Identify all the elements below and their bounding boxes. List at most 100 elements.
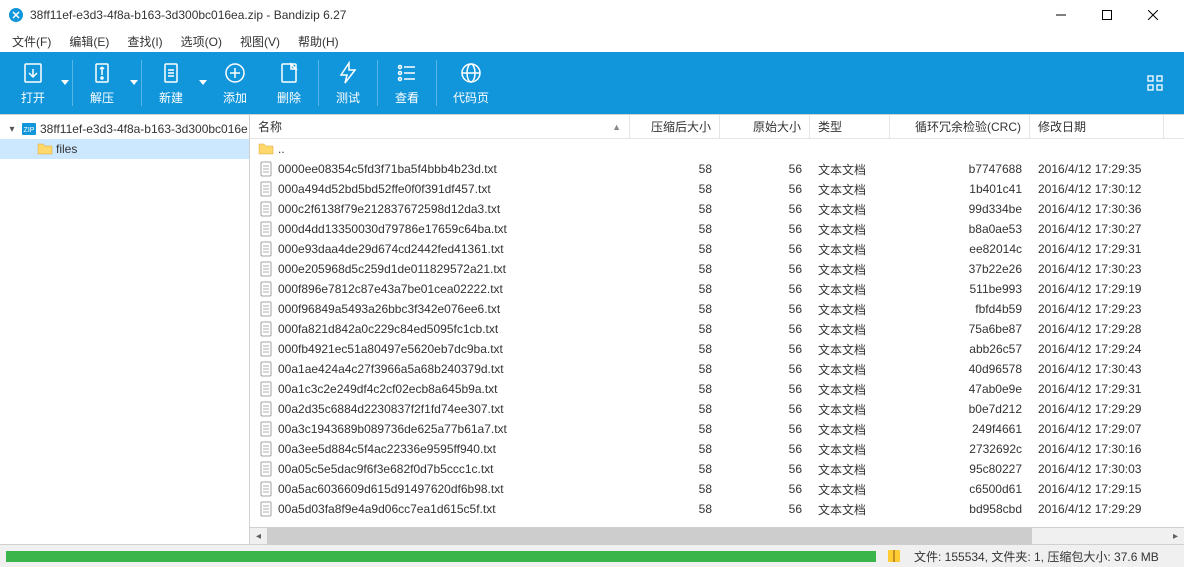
grid-view-button[interactable] xyxy=(1140,68,1170,98)
file-row[interactable]: 00a2d35c6884d2230837f2f1fd74ee307.txt585… xyxy=(250,399,1184,419)
file-crc: 1b401c41 xyxy=(890,182,1030,196)
text-file-icon xyxy=(258,161,274,177)
file-crc: fbfd4b59 xyxy=(890,302,1030,316)
file-crc: 40d96578 xyxy=(890,362,1030,376)
text-file-icon xyxy=(258,321,274,337)
title-bar: 38ff11ef-e3d3-4f8a-b163-3d300bc016ea.zip… xyxy=(0,0,1184,30)
menu-view[interactable]: 视图(V) xyxy=(232,31,288,52)
menu-options[interactable]: 选项(O) xyxy=(173,31,230,52)
file-compressed-size: 58 xyxy=(630,302,720,316)
file-original-size: 56 xyxy=(720,162,810,176)
file-date: 2016/4/12 17:29:23 xyxy=(1030,302,1164,316)
delete-button[interactable]: 删除 xyxy=(262,52,316,114)
header-compressed-size[interactable]: 压缩后大小 xyxy=(630,115,720,138)
file-row[interactable]: 000d4dd13350030d79786e17659c64ba.txt5856… xyxy=(250,219,1184,239)
codepage-button[interactable]: 代码页 xyxy=(439,52,503,114)
file-crc: c6500d61 xyxy=(890,482,1030,496)
file-row[interactable]: 00a5d03fa8f9e4a9d06cc7ea1d615c5f.txt5856… xyxy=(250,499,1184,519)
header-type[interactable]: 类型 xyxy=(810,115,890,138)
add-icon xyxy=(222,60,248,86)
file-type: 文本文档 xyxy=(810,221,890,238)
file-type: 文本文档 xyxy=(810,241,890,258)
view-button[interactable]: 查看 xyxy=(380,52,434,114)
file-compressed-size: 58 xyxy=(630,262,720,276)
file-name: 00a1c3c2e249df4c2cf02ecb8a645b9a.txt xyxy=(278,382,498,396)
tree-root-label: 38ff11ef-e3d3-4f8a-b163-3d300bc016e xyxy=(40,122,248,136)
file-row[interactable]: 0000ee08354c5fd3f71ba5f4bbb4b23d.txt5856… xyxy=(250,159,1184,179)
file-type: 文本文档 xyxy=(810,161,890,178)
scroll-right-icon[interactable]: ▸ xyxy=(1167,528,1184,545)
extract-button[interactable]: 解压 xyxy=(75,52,129,114)
file-name: 000a494d52bd5bd52ffe0f0f391df457.txt xyxy=(278,182,491,196)
file-crc: b7747688 xyxy=(890,162,1030,176)
file-row[interactable]: 00a5ac6036609d615d91497620df6b98.txt5856… xyxy=(250,479,1184,499)
header-date[interactable]: 修改日期 xyxy=(1030,115,1164,138)
open-dropdown[interactable] xyxy=(60,52,70,114)
list-panel: 名称▲ 压缩后大小 原始大小 类型 循环冗余检验(CRC) 修改日期 .. 00… xyxy=(250,115,1184,544)
file-crc: b8a0ae53 xyxy=(890,222,1030,236)
menu-help[interactable]: 帮助(H) xyxy=(290,31,347,52)
file-row[interactable]: 000fb4921ec51a80497e5620eb7dc9ba.txt5856… xyxy=(250,339,1184,359)
delete-label: 删除 xyxy=(277,89,301,106)
text-file-icon xyxy=(258,261,274,277)
file-row[interactable]: 000f96849a5493a26bbc3f342e076ee6.txt5856… xyxy=(250,299,1184,319)
status-text: 文件: 155534, 文件夹: 1, 压缩包大小: 37.6 MB xyxy=(906,548,1167,565)
file-date: 2016/4/12 17:29:28 xyxy=(1030,322,1164,336)
file-row[interactable]: 000e205968d5c259d1de011829572a21.txt5856… xyxy=(250,259,1184,279)
file-row[interactable]: 00a05c5e5dac9f6f3e682f0d7b5ccc1c.txt5856… xyxy=(250,459,1184,479)
maximize-button[interactable] xyxy=(1084,0,1130,30)
extract-dropdown[interactable] xyxy=(129,52,139,114)
new-button[interactable]: 新建 xyxy=(144,52,198,114)
file-date: 2016/4/12 17:30:23 xyxy=(1030,262,1164,276)
file-date: 2016/4/12 17:29:15 xyxy=(1030,482,1164,496)
menu-file[interactable]: 文件(F) xyxy=(4,31,59,52)
file-row[interactable]: 000fa821d842a0c229c84ed5095fc1cb.txt5856… xyxy=(250,319,1184,339)
text-file-icon xyxy=(258,401,274,417)
file-row[interactable]: 000c2f6138f79e212837672598d12da3.txt5856… xyxy=(250,199,1184,219)
open-button[interactable]: 打开 xyxy=(6,52,60,114)
file-row[interactable]: 00a1ae424a4c27f3966a5a68b240379d.txt5856… xyxy=(250,359,1184,379)
column-headers: 名称▲ 压缩后大小 原始大小 类型 循环冗余检验(CRC) 修改日期 xyxy=(250,115,1184,139)
scroll-left-icon[interactable]: ◂ xyxy=(250,528,267,545)
file-row[interactable]: 00a3c1943689b089736de625a77b61a7.txt5856… xyxy=(250,419,1184,439)
add-button[interactable]: 添加 xyxy=(208,52,262,114)
file-date: 2016/4/12 17:30:12 xyxy=(1030,182,1164,196)
file-original-size: 56 xyxy=(720,242,810,256)
menu-find[interactable]: 查找(I) xyxy=(119,31,170,52)
file-compressed-size: 58 xyxy=(630,382,720,396)
file-crc: 249f4661 xyxy=(890,422,1030,436)
test-button[interactable]: 测试 xyxy=(321,52,375,114)
folder-icon xyxy=(37,141,53,157)
file-original-size: 56 xyxy=(720,362,810,376)
file-name: 00a5ac6036609d615d91497620df6b98.txt xyxy=(278,482,504,496)
file-row[interactable]: 000e93daa4de29d674cd2442fed41361.txt5856… xyxy=(250,239,1184,259)
tree-child[interactable]: files xyxy=(0,139,249,159)
text-file-icon xyxy=(258,201,274,217)
header-crc[interactable]: 循环冗余检验(CRC) xyxy=(890,115,1030,138)
tree-root[interactable]: ▾ ZIP 38ff11ef-e3d3-4f8a-b163-3d300bc016… xyxy=(0,119,249,139)
file-row[interactable]: 00a3ee5d884c5f4ac22336e9595ff940.txt5856… xyxy=(250,439,1184,459)
file-row[interactable]: 00a1c3c2e249df4c2cf02ecb8a645b9a.txt5856… xyxy=(250,379,1184,399)
test-icon xyxy=(335,60,361,86)
file-name: 00a1ae424a4c27f3966a5a68b240379d.txt xyxy=(278,362,504,376)
parent-row[interactable]: .. xyxy=(250,139,1184,159)
file-row[interactable]: 000f896e7812c87e43a7be01cea02222.txt5856… xyxy=(250,279,1184,299)
horizontal-scrollbar[interactable]: ◂ ▸ xyxy=(250,527,1184,544)
file-date: 2016/4/12 17:29:07 xyxy=(1030,422,1164,436)
header-original-size[interactable]: 原始大小 xyxy=(720,115,810,138)
file-crc: 99d334be xyxy=(890,202,1030,216)
header-name[interactable]: 名称▲ xyxy=(250,115,630,138)
file-rows: .. 0000ee08354c5fd3f71ba5f4bbb4b23d.txt5… xyxy=(250,139,1184,527)
file-compressed-size: 58 xyxy=(630,162,720,176)
file-crc: abb26c57 xyxy=(890,342,1030,356)
menu-edit[interactable]: 编辑(E) xyxy=(61,31,117,52)
file-compressed-size: 58 xyxy=(630,422,720,436)
file-name: 000c2f6138f79e212837672598d12da3.txt xyxy=(278,202,500,216)
new-dropdown[interactable] xyxy=(198,52,208,114)
file-row[interactable]: 000a494d52bd5bd52ffe0f0f391df457.txt5856… xyxy=(250,179,1184,199)
tree-collapse-icon[interactable]: ▾ xyxy=(6,124,18,135)
close-button[interactable] xyxy=(1130,0,1176,30)
file-compressed-size: 58 xyxy=(630,202,720,216)
minimize-button[interactable] xyxy=(1038,0,1084,30)
file-date: 2016/4/12 17:29:31 xyxy=(1030,242,1164,256)
